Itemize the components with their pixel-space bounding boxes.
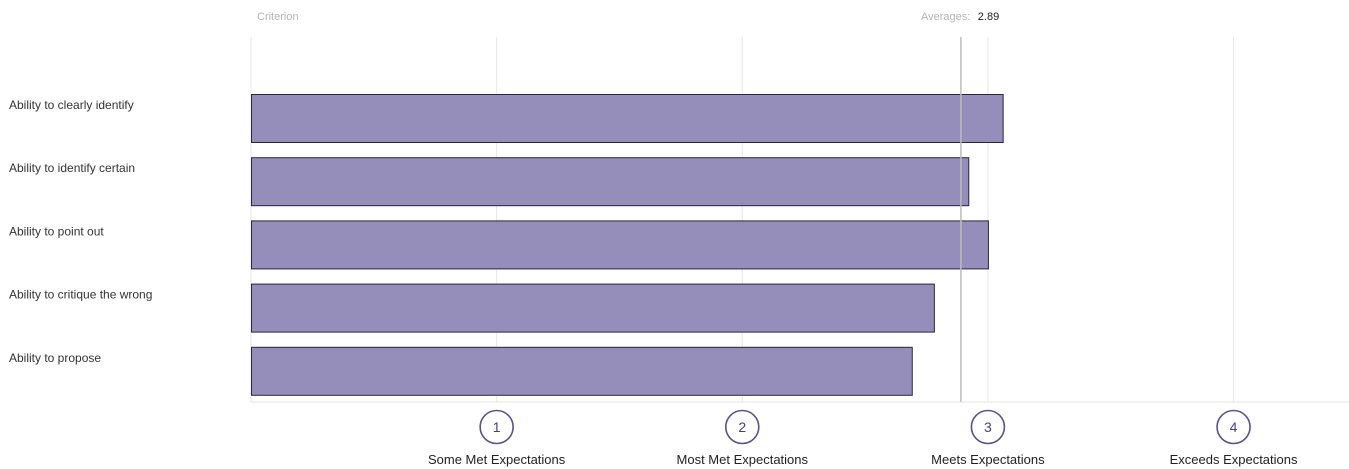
x-axis-ticks: 1 Some Met Expectations 2 Most Met Expectat…: [428, 409, 1298, 467]
category-label: Ability to clearly identify: [9, 98, 134, 112]
x-tick: 4 Exceeds Expectations: [1170, 409, 1298, 467]
bar[interactable]: [251, 94, 1004, 143]
category-label: Ability to identify certain: [9, 161, 135, 175]
tick-number: 3: [984, 419, 992, 435]
category-label: Ability to point out: [9, 224, 104, 238]
tick-circle-icon: [970, 409, 1006, 445]
tick-number: 2: [738, 419, 746, 435]
bar[interactable]: [251, 283, 935, 333]
tick-circle-icon: [1216, 409, 1251, 445]
tick-number: 1: [493, 419, 501, 435]
x-tick: 1 Some Met Expectations: [428, 409, 566, 467]
tick-circle-icon: [479, 409, 514, 445]
x-tick: 3 Meets Expectations: [931, 409, 1045, 467]
tick-label: Some Met Expectations: [428, 452, 566, 467]
tick-label: Exceeds Expectations: [1170, 452, 1298, 467]
averages-header: Averages: 2.89: [921, 7, 999, 24]
tick-label: Most Met Expectations: [677, 452, 809, 467]
tick-circle-icon: [724, 409, 760, 445]
criterion-header: Criterion: [257, 11, 299, 23]
x-tick: 2 Most Met Expectations: [677, 409, 809, 467]
tick-label: Meets Expectations: [931, 452, 1045, 467]
bar[interactable]: [251, 157, 970, 207]
bar[interactable]: [251, 220, 989, 270]
category-labels: Ability to clearly identify Ability to id…: [9, 98, 152, 365]
tick-number: 4: [1230, 419, 1238, 435]
bar[interactable]: [251, 346, 913, 396]
category-label: Ability to propose: [9, 351, 101, 365]
category-label: Ability to critique the wrong: [9, 288, 152, 302]
averages-value: 2.89: [978, 11, 999, 23]
bars-layer: [251, 94, 1004, 396]
averages-label: Averages:: [921, 11, 970, 23]
